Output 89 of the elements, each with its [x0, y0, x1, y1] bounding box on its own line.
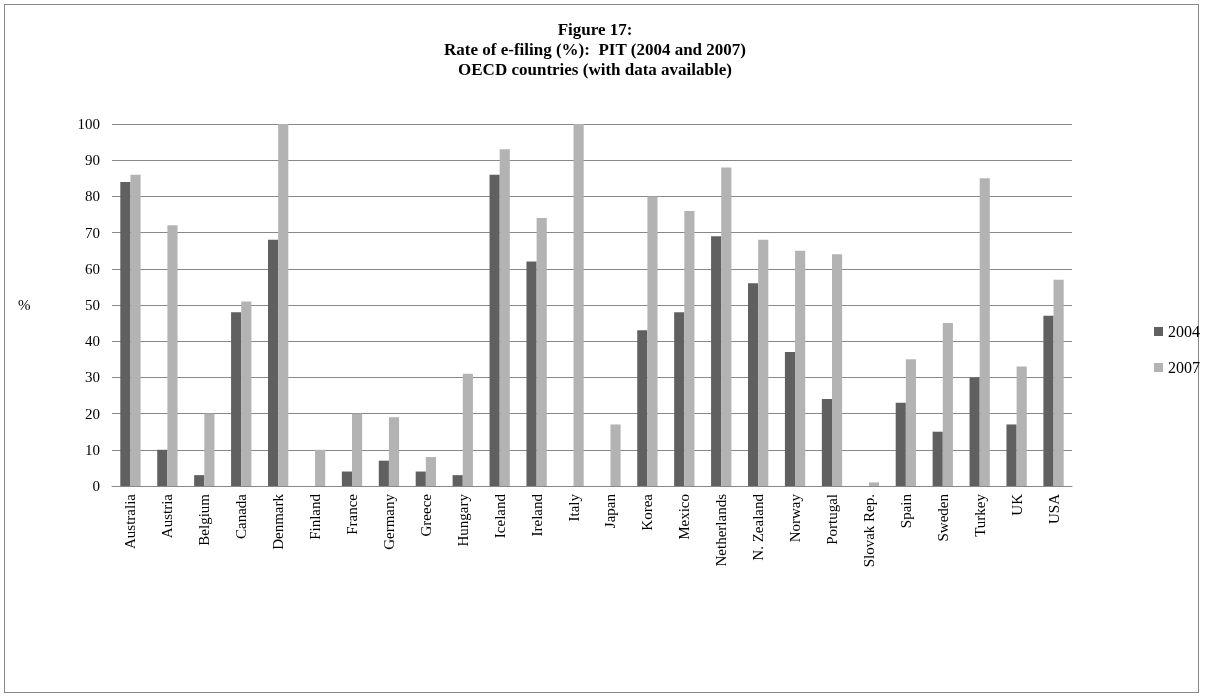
bar [969, 377, 980, 486]
y-tick-label: 30 [85, 369, 100, 386]
bar [637, 330, 648, 486]
x-tick-label: Greece [417, 493, 434, 537]
x-tick-label: Japan [602, 493, 619, 529]
bar [341, 471, 352, 486]
bar [647, 196, 658, 486]
y-tick-label: 50 [85, 297, 100, 313]
x-tick-label: Denmark [270, 493, 287, 550]
bar [1053, 279, 1064, 486]
bar [489, 174, 500, 486]
x-tick-label: France [344, 493, 360, 535]
bar [130, 174, 141, 486]
y-tick-label: 100 [77, 116, 100, 132]
bar [526, 261, 537, 486]
bar [905, 359, 916, 486]
bar [352, 413, 363, 486]
bar [315, 449, 326, 486]
bar [268, 239, 279, 486]
bar [278, 124, 289, 486]
x-tick-label: Germany [380, 493, 397, 550]
y-tick-label: 90 [85, 152, 100, 169]
chart-title: Figure 17: Rate of e-filing (%): PIT (2004 and 2007) OECD countries (with data available) [444, 19, 746, 79]
bar [868, 482, 880, 486]
bar [204, 413, 215, 486]
y-tick-label: 0 [92, 478, 100, 494]
x-tick-label: Spain [897, 493, 914, 529]
x-tick-label: Netherlands [713, 493, 730, 567]
legend-label: 2004 [1168, 323, 1200, 340]
bar [721, 167, 732, 486]
bar [536, 218, 547, 486]
bar [378, 460, 389, 486]
bar [425, 457, 436, 486]
bar [167, 225, 178, 486]
bar [1043, 315, 1054, 486]
y-axis-title: % [18, 296, 31, 313]
x-tick-label: Sweden [934, 493, 951, 542]
x-tick-label: Finland [307, 493, 324, 540]
bar [895, 402, 906, 486]
bar [157, 449, 168, 486]
x-tick-label: Belgium [196, 493, 213, 546]
bar [194, 475, 205, 486]
bar [674, 312, 685, 486]
y-tick-label: 80 [85, 188, 100, 205]
bar [1016, 366, 1027, 486]
y-tick-label: 60 [85, 260, 100, 277]
x-tick-label: Italy [565, 493, 582, 522]
x-tick-label: Hungary [454, 493, 471, 547]
y-tick-label: 20 [85, 405, 100, 422]
x-tick-label: N. Zealand [750, 493, 767, 561]
bar [832, 254, 843, 486]
x-tick-label: Canada [233, 493, 250, 539]
y-tick-label: 70 [85, 224, 100, 241]
x-tick-label: Korea [639, 493, 656, 531]
bar [784, 352, 796, 486]
x-tick-label: USA [1045, 493, 1062, 525]
x-tick-label: UK [1008, 493, 1025, 516]
bar [610, 424, 621, 486]
bar [748, 283, 759, 486]
x-tick-label: Turkey [971, 493, 988, 537]
bar [711, 236, 722, 486]
x-tick-label: Slovak Rep. [860, 494, 877, 568]
bar [388, 417, 400, 486]
bar [932, 431, 943, 486]
bar [241, 301, 252, 486]
x-tick-label: Iceland [491, 493, 508, 539]
bar [821, 399, 832, 486]
bar [795, 250, 806, 486]
x-tick-label: Ireland [528, 493, 545, 537]
x-tick-label: Australia [122, 493, 139, 549]
x-tick-label: Norway [787, 493, 804, 543]
bar [462, 373, 473, 486]
bar [415, 471, 426, 486]
bar [758, 239, 769, 486]
y-tick-label: 10 [85, 441, 100, 458]
bar [452, 475, 463, 486]
x-tick-label: Austria [159, 493, 176, 539]
y-tick-label: 40 [85, 333, 100, 350]
legend-label: 2007 [1168, 359, 1200, 376]
bar [979, 178, 990, 486]
bar [573, 124, 584, 486]
bar [1006, 424, 1017, 486]
x-tick-label: Mexico [676, 494, 693, 540]
bar [231, 312, 242, 486]
x-tick-label: Portugal [824, 494, 840, 545]
bar [684, 210, 695, 486]
bar [942, 323, 953, 486]
bar [120, 181, 131, 486]
bar [499, 149, 510, 486]
